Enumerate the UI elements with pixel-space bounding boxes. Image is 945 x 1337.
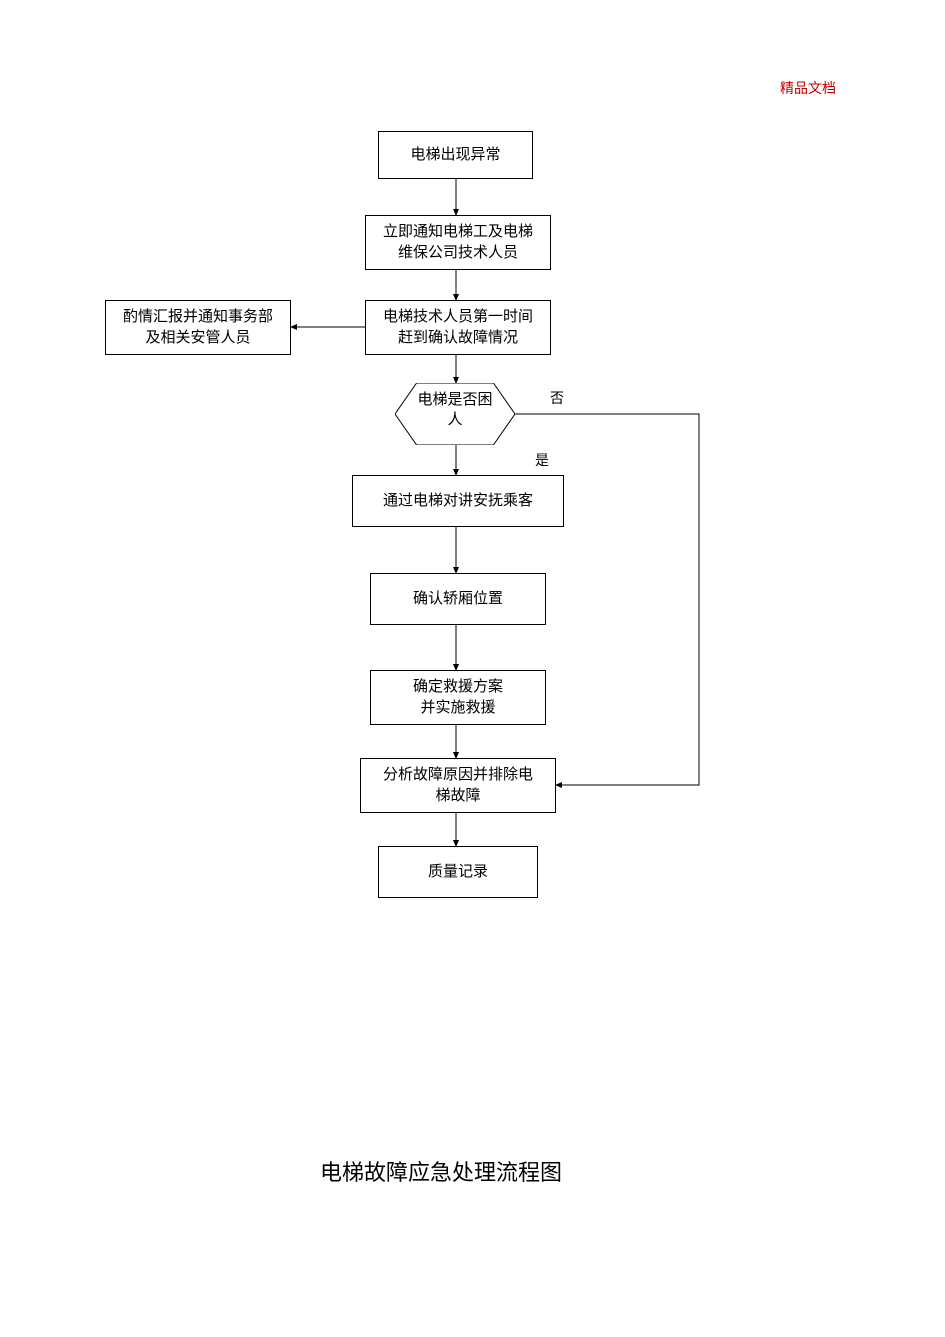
node-n8: 分析故障原因并排除电梯故障: [360, 758, 556, 813]
node-n1: 电梯出现异常: [378, 131, 533, 179]
node-n9: 质量记录: [378, 846, 538, 898]
flowchart-edges: [0, 0, 945, 1337]
edge-label-否: 否: [550, 388, 564, 408]
node-n2: 立即通知电梯工及电梯维保公司技术人员: [365, 215, 551, 270]
node-n5: 通过电梯对讲安抚乘客: [352, 475, 564, 527]
node-n6: 确认轿厢位置: [370, 573, 546, 625]
edge-label-是: 是: [535, 450, 549, 470]
node-n4: 酌情汇报并通知事务部及相关安管人员: [105, 300, 291, 355]
node-d1: [395, 383, 515, 445]
node-n3: 电梯技术人员第一时间赶到确认故障情况: [365, 300, 551, 355]
node-n7: 确定救援方案并实施救援: [370, 670, 546, 725]
page: 精品文档 电梯出现异常立即通知电梯工及电梯维保公司技术人员电梯技术人员第一时间赶…: [0, 0, 945, 1337]
diagram-title: 电梯故障应急处理流程图: [320, 1155, 562, 1187]
